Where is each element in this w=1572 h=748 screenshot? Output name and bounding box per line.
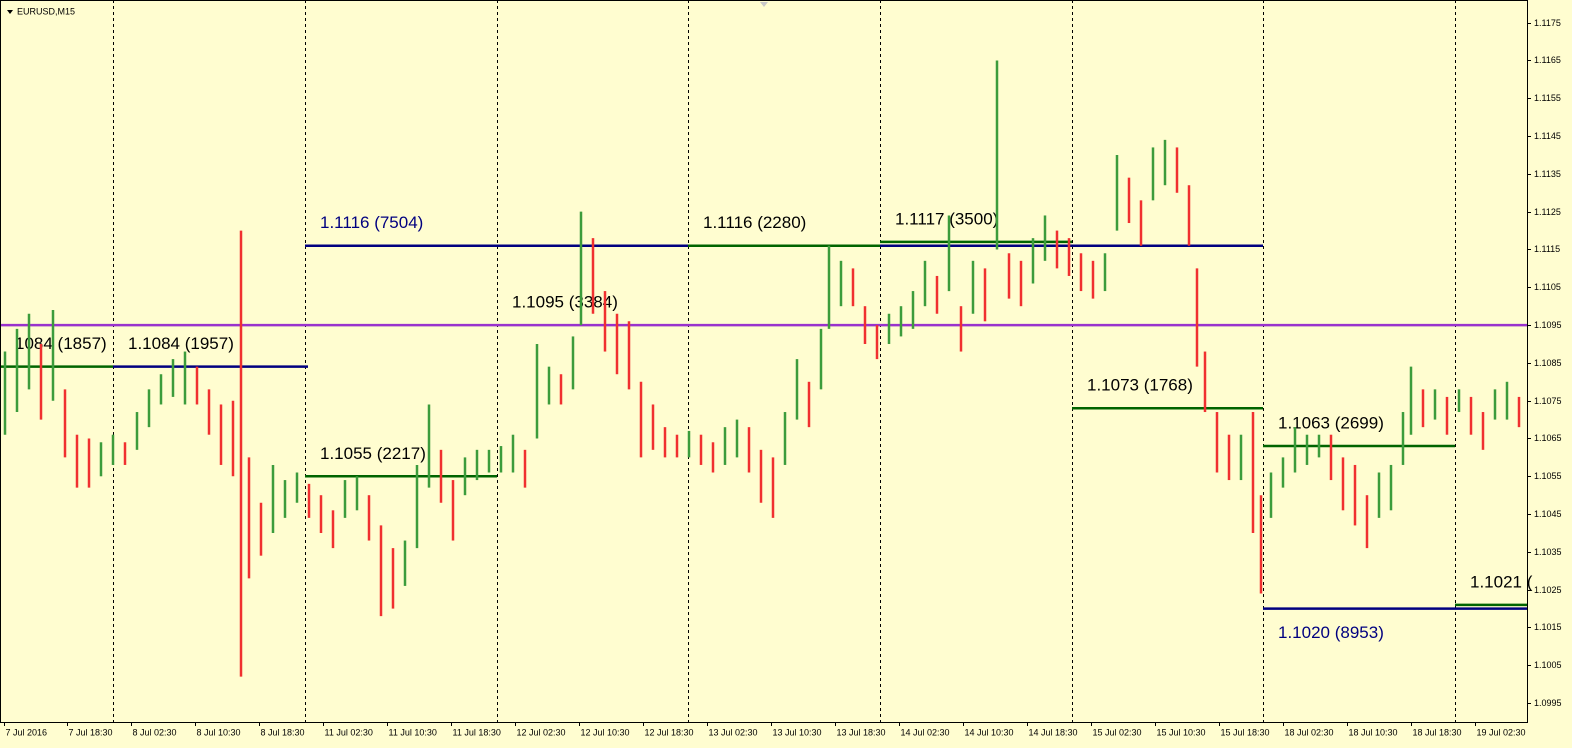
y-tick-label: 1.1075	[1534, 396, 1562, 406]
x-tick-label: 7 Jul 18:30	[69, 727, 113, 737]
x-tick-label: 18 Jul 18:30	[1413, 727, 1462, 737]
x-tick-label: 12 Jul 18:30	[645, 727, 694, 737]
y-tick-label: 1.1025	[1534, 585, 1562, 595]
x-tick-label: 12 Jul 02:30	[517, 727, 566, 737]
x-tick-label: 8 Jul 10:30	[197, 727, 241, 737]
level-label: 1.1063 (2699)	[1278, 414, 1384, 433]
symbol-title: EURUSD,M15	[17, 6, 75, 16]
x-tick-label: 19 Jul 02:30	[1477, 727, 1526, 737]
x-tick-label: 15 Jul 18:30	[1221, 727, 1270, 737]
y-tick-label: 1.1035	[1534, 547, 1562, 557]
x-tick-label: 11 Jul 10:30	[389, 727, 437, 737]
level-label: 1084 (1857)	[15, 334, 107, 353]
plot-area: 1084 (1857) 1.1084 (1957) 1.1095 (3384) 1.1…	[0, 0, 1533, 722]
y-tick-label: 1.1005	[1534, 660, 1562, 670]
level-label: 1.1084 (1957)	[128, 334, 234, 353]
y-tick-label: 1.1105	[1534, 282, 1561, 292]
y-tick-label: 1.1115	[1534, 244, 1560, 254]
y-tick-label: 1.1145	[1534, 131, 1561, 141]
level-label: 1.1073 (1768)	[1087, 376, 1193, 395]
y-tick-label: 1.1085	[1534, 358, 1562, 368]
x-tick-label: 7 Jul 2016	[6, 727, 48, 737]
y-tick-label: 1.1175	[1534, 18, 1561, 28]
y-tick-label: 1.1135	[1534, 169, 1561, 179]
y-tick-label: 1.1155	[1534, 93, 1561, 103]
x-tick-label: 11 Jul 02:30	[325, 727, 373, 737]
level-label: 1.1055 (2217)	[320, 444, 426, 463]
plot-frame	[0, 0, 1528, 723]
x-tick-label: 8 Jul 02:30	[133, 727, 177, 737]
x-tick-label: 14 Jul 18:30	[1029, 727, 1078, 737]
x-tick-label: 8 Jul 18:30	[261, 727, 305, 737]
x-tick-label: 11 Jul 18:30	[453, 727, 501, 737]
x-tick-label: 15 Jul 10:30	[1157, 727, 1206, 737]
level-label: 1.1021 (	[1470, 572, 1533, 591]
x-tick-label: 14 Jul 02:30	[901, 727, 950, 737]
y-tick-label: 1.0995	[1534, 698, 1562, 708]
y-tick-label: 1.1045	[1534, 509, 1562, 519]
x-tick-label: 14 Jul 10:30	[965, 727, 1014, 737]
y-tick-label: 1.1095	[1534, 320, 1562, 330]
y-tick-label: 1.1015	[1534, 622, 1562, 632]
level-label: 1.1020 (8953)	[1278, 623, 1384, 642]
level-label: 1.1117 (3500)	[895, 209, 998, 228]
x-tick-label: 15 Jul 02:30	[1093, 727, 1142, 737]
x-tick-label: 13 Jul 18:30	[837, 727, 886, 737]
level-label: 1.1116 (2280)	[703, 213, 806, 232]
x-tick-label: 18 Jul 02:30	[1285, 727, 1334, 737]
shift-marker[interactable]	[760, 2, 768, 7]
y-tick-label: 1.1165	[1534, 55, 1561, 65]
level-label: 1.1095 (3384)	[512, 293, 618, 312]
y-tick-label: 1.1055	[1534, 471, 1562, 481]
menu-arrow[interactable]	[7, 10, 13, 14]
x-tick-label: 13 Jul 02:30	[709, 727, 758, 737]
y-tick-label: 1.1065	[1534, 433, 1562, 443]
x-tick-label: 13 Jul 10:30	[773, 727, 822, 737]
x-tick-label: 18 Jul 10:30	[1349, 727, 1398, 737]
level-label: 1.1116 (7504)	[320, 213, 423, 232]
x-tick-label: 12 Jul 10:30	[581, 727, 630, 737]
y-tick-label: 1.1125	[1534, 207, 1561, 217]
